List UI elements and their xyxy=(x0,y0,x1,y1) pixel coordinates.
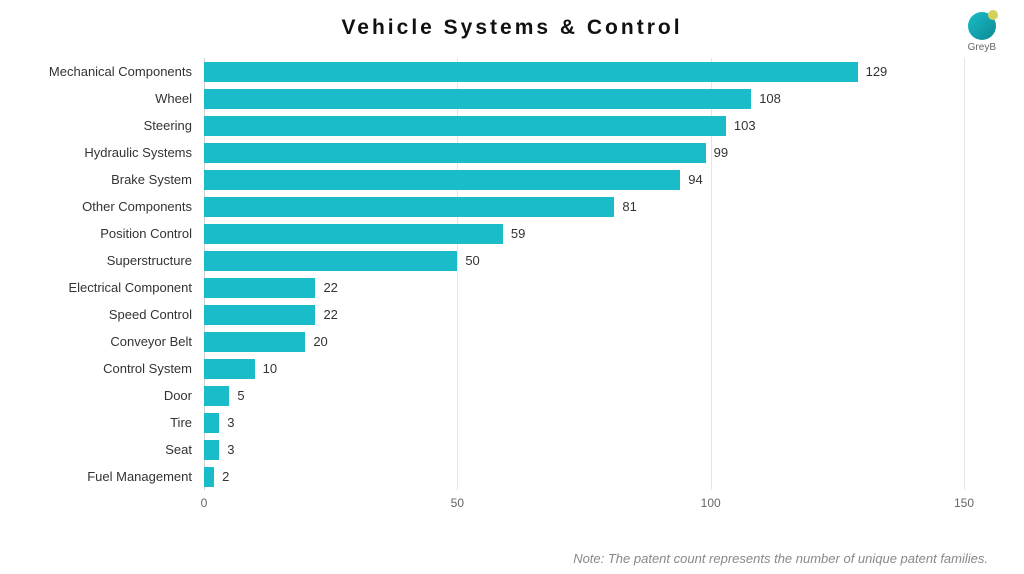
bar xyxy=(204,89,751,109)
value-label: 22 xyxy=(323,280,337,295)
bar xyxy=(204,467,214,487)
value-label: 108 xyxy=(759,91,781,106)
x-tick-label: 0 xyxy=(201,496,208,510)
x-axis: 050100150 xyxy=(204,490,964,520)
value-label: 99 xyxy=(714,145,728,160)
bar xyxy=(204,278,315,298)
bar xyxy=(204,197,614,217)
logo-icon xyxy=(968,12,996,40)
value-label: 2 xyxy=(222,469,229,484)
bar-row: Wheel 108 xyxy=(24,85,984,112)
category-label: Speed Control xyxy=(24,307,200,322)
bar-row: Hydraulic Systems 99 xyxy=(24,139,984,166)
bar xyxy=(204,251,457,271)
value-label: 10 xyxy=(263,361,277,376)
chart-title: Vehicle Systems & Control xyxy=(24,16,1000,40)
bar xyxy=(204,116,726,136)
bar-row: Door 5 xyxy=(24,382,984,409)
value-label: 3 xyxy=(227,415,234,430)
value-label: 129 xyxy=(866,64,888,79)
category-label: Superstructure xyxy=(24,253,200,268)
bar-row: Conveyor Belt 20 xyxy=(24,328,984,355)
bar xyxy=(204,332,305,352)
chart-area: 0 50 100 150 Mechanical Components 129 Wheel 1… xyxy=(24,58,984,518)
category-label: Steering xyxy=(24,118,200,133)
logo-text: GreyB xyxy=(968,42,996,53)
bar-row: Other Components 81 xyxy=(24,193,984,220)
bar-row: Speed Control 22 xyxy=(24,301,984,328)
bar-row: Tire 3 xyxy=(24,409,984,436)
value-label: 59 xyxy=(511,226,525,241)
bar-row: Electrical Component 22 xyxy=(24,274,984,301)
value-label: 5 xyxy=(237,388,244,403)
category-label: Tire xyxy=(24,415,200,430)
value-label: 50 xyxy=(465,253,479,268)
value-label: 3 xyxy=(227,442,234,457)
bar-row: Superstructure 50 xyxy=(24,247,984,274)
bar-row: Fuel Management 2 xyxy=(24,463,984,490)
category-label: Door xyxy=(24,388,200,403)
brand-logo: GreyB xyxy=(968,12,996,53)
bar xyxy=(204,386,229,406)
category-label: Other Components xyxy=(24,199,200,214)
category-label: Fuel Management xyxy=(24,469,200,484)
bar-row: Brake System 94 xyxy=(24,166,984,193)
bar-row: Steering 103 xyxy=(24,112,984,139)
value-label: 94 xyxy=(688,172,702,187)
footer-note: Note: The patent count represents the nu… xyxy=(573,551,988,566)
x-tick-label: 150 xyxy=(954,496,974,510)
category-label: Control System xyxy=(24,361,200,376)
category-label: Conveyor Belt xyxy=(24,334,200,349)
bar xyxy=(204,413,219,433)
category-label: Electrical Component xyxy=(24,280,200,295)
value-label: 20 xyxy=(313,334,327,349)
category-label: Mechanical Components xyxy=(24,64,200,79)
bar-row: Control System 10 xyxy=(24,355,984,382)
bar xyxy=(204,305,315,325)
chart-container: GreyB Vehicle Systems & Control 0 50 100 15… xyxy=(0,0,1024,574)
bar xyxy=(204,440,219,460)
bar-row: Mechanical Components 129 xyxy=(24,58,984,85)
value-label: 22 xyxy=(323,307,337,322)
bar xyxy=(204,143,706,163)
value-label: 103 xyxy=(734,118,756,133)
bar xyxy=(204,359,255,379)
category-label: Wheel xyxy=(24,91,200,106)
value-label: 81 xyxy=(622,199,636,214)
category-label: Seat xyxy=(24,442,200,457)
bar-row: Seat 3 xyxy=(24,436,984,463)
category-label: Brake System xyxy=(24,172,200,187)
x-tick-label: 50 xyxy=(451,496,464,510)
x-tick-label: 100 xyxy=(701,496,721,510)
category-label: Hydraulic Systems xyxy=(24,145,200,160)
bar xyxy=(204,62,858,82)
bar xyxy=(204,224,503,244)
bar xyxy=(204,170,680,190)
bar-row: Position Control 59 xyxy=(24,220,984,247)
category-label: Position Control xyxy=(24,226,200,241)
